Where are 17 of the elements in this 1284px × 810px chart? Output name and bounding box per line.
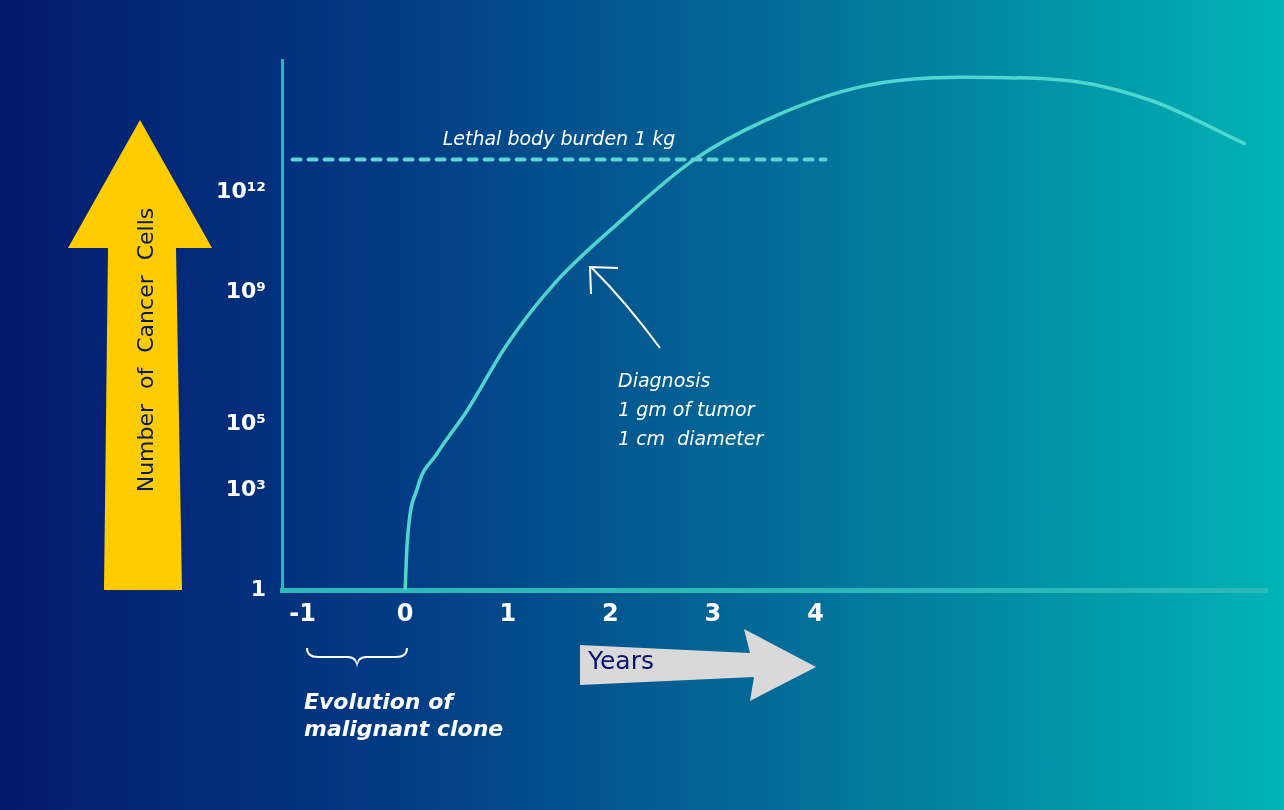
x-tick-label: 4 [807,598,824,627]
ref-line-label: Lethal body burden 1 kg [442,126,676,149]
x-tick-label: 0 [396,598,414,627]
text: Evolution of malignant clone [304,688,504,742]
x-tick-label: 3 [704,598,722,627]
x-tick-label: -1 [289,598,316,627]
x-axis-title: Years [588,646,654,675]
y-axis-title: Number of Cancer Cells [132,207,158,493]
x-tick-label: 2 [601,598,619,627]
line-series [403,75,1247,590]
y-tick-label: 10¹² [216,178,266,204]
y-tick-label: 10³ [225,476,266,502]
x-tick-label: 1 [499,598,517,627]
y-tick-label: 10⁵ [225,410,266,436]
y-tick-label: 1 [250,575,266,601]
annotation: Diagnosis 1 gm of tumor 1 cm diameter [618,368,764,451]
y-tick-label: 10⁹ [225,277,266,303]
